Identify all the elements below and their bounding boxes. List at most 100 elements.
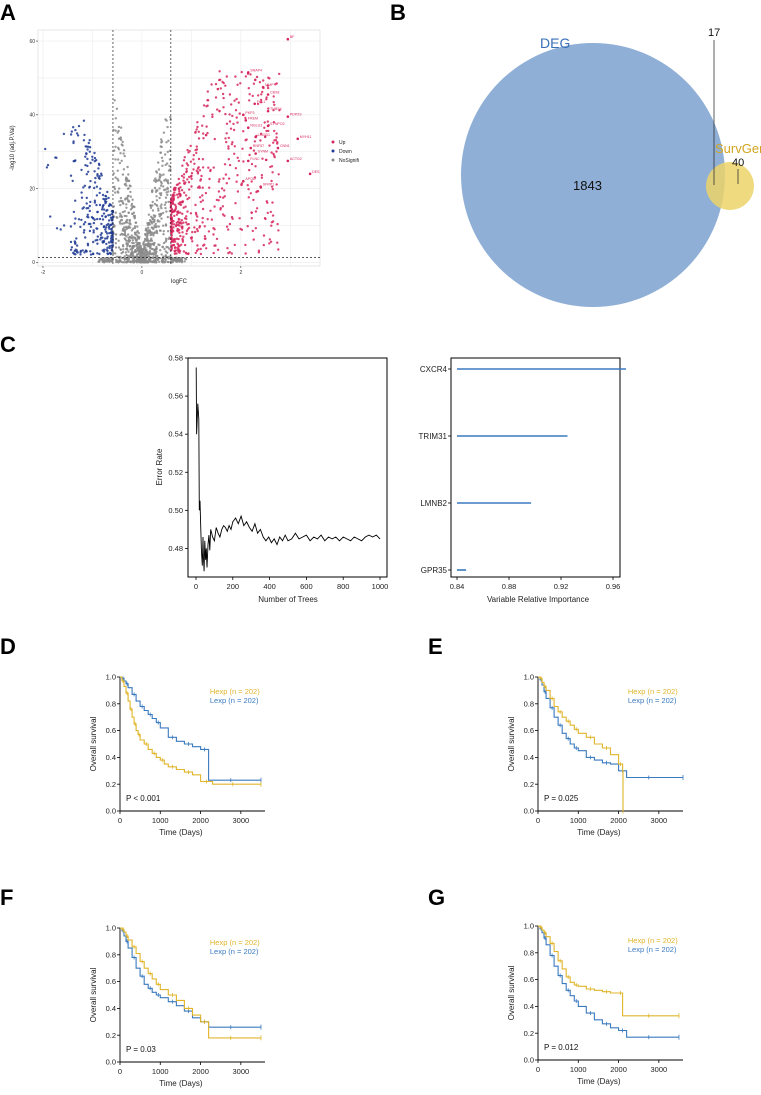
volcano-point [169,204,173,207]
volcano-point [123,154,126,158]
volcano-point [125,239,128,242]
volcano-point [221,205,225,208]
volcano-point [189,175,193,178]
km-y-tick-label: 0.2 [524,780,534,789]
volcano-point [72,126,75,129]
volcano-point [146,221,149,225]
volcano-point [174,186,177,190]
volcano-point [208,186,211,189]
volcano-point [229,127,233,130]
volcano-point [197,157,201,161]
volcano-x-label: logFC [171,279,188,285]
volcano-point [207,99,210,102]
panel-label-e: E [428,634,443,659]
km-y-label: Overall survival [507,716,516,771]
volcano-point [224,137,227,140]
volcano-point [162,185,165,188]
volcano-point [119,248,123,251]
volcano-point [164,250,167,253]
volcano-point [258,81,262,84]
volcano-point [266,211,269,215]
volcano-point [145,235,149,239]
volcano-point [227,251,230,255]
volcano-point [155,199,159,202]
volcano-labeled-point [246,159,250,163]
km-y-tick-label: 1.0 [106,673,116,682]
volcano-point [110,248,114,252]
km-y-tick-label: 0.4 [524,1002,534,1011]
volcano-point [109,252,113,256]
volcano-point [158,187,161,190]
volcano-point [93,218,96,221]
volcano-point [187,252,190,255]
volcano-point [219,195,222,199]
volcano-point [165,119,168,122]
volcano-point [152,227,155,231]
volcano-point [177,217,180,221]
volcano-point [114,117,118,120]
volcano-point [162,224,165,227]
volcano-point [145,254,148,257]
volcano-point [271,201,274,204]
km-legend-label: Hexp (n = 202) [210,938,260,947]
volcano-point [215,237,219,241]
volcano-point [123,255,126,258]
volcano-point [257,249,261,252]
volcano-point [174,203,177,207]
volcano-point [263,121,266,124]
importance-plot-frame [450,357,621,578]
volcano-gene-label: PDP2S [290,113,302,117]
volcano-point [159,193,163,197]
volcano-point [217,180,221,183]
km-y-tick-label: 0.6 [524,975,534,984]
volcano-point [277,173,280,176]
volcano-point [181,231,184,234]
volcano-point [180,174,184,178]
volcano-point [167,237,170,241]
volcano-point [128,244,132,248]
volcano-point [265,129,268,133]
volcano-point [254,78,257,82]
volcano-point [236,190,240,193]
panel-label-a: A [0,0,16,25]
volcano-point [278,109,281,112]
volcano-point [158,196,161,200]
volcano-point [240,183,243,186]
volcano-point [104,202,107,205]
volcano-point [265,200,268,203]
volcano-point [207,166,210,169]
volcano-point [269,210,272,214]
volcano-point [160,203,163,206]
volcano-legend-label: Down [339,149,352,155]
volcano-point [248,99,251,102]
volcano-point [267,107,270,110]
volcano-point [228,93,232,96]
volcano-point [222,106,225,109]
volcano-point [121,227,125,231]
volcano-point [203,235,207,238]
volcano-point [155,225,158,228]
volcano-point [271,188,274,191]
km-x-label: Time (Days) [159,1079,203,1088]
volcano-point [129,190,132,194]
volcano-point [96,252,99,255]
volcano-point [153,186,157,190]
volcano-point [130,247,134,251]
volcano-point [93,186,96,190]
volcano-point [220,187,224,190]
volcano-point [69,133,73,136]
volcano-point [123,230,127,233]
volcano-point [155,195,158,198]
volcano-point [227,145,230,148]
volcano-point [194,148,197,152]
volcano-point [133,250,137,254]
volcano-labeled-point [242,179,245,183]
volcano-point [165,179,168,183]
volcano-point [140,250,143,253]
volcano-point [157,209,160,212]
volcano-point [237,159,241,163]
volcano-point [272,100,275,104]
volcano-point [120,252,123,255]
volcano-point [82,186,85,189]
km-y-tick-label: 0.4 [106,1004,116,1013]
